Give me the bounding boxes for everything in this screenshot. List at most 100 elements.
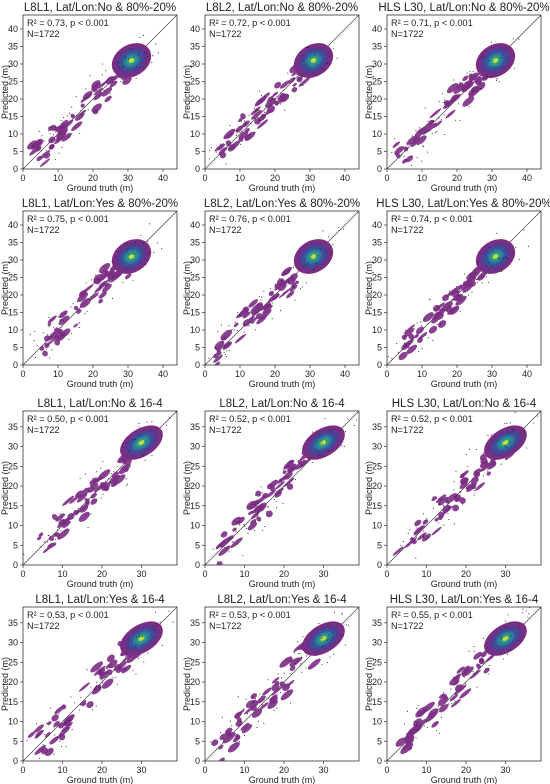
density-blob	[404, 735, 415, 744]
data-point	[117, 62, 119, 64]
data-point	[59, 319, 61, 321]
data-point	[249, 321, 251, 323]
density-blob	[452, 504, 460, 512]
density-blob	[27, 731, 36, 738]
data-point	[125, 243, 127, 245]
axes-frame	[204, 14, 360, 170]
data-point	[290, 268, 292, 270]
data-point	[469, 70, 471, 72]
y-tick-label: 0	[13, 360, 18, 370]
data-point	[492, 251, 494, 253]
data-point	[257, 109, 259, 111]
data-point	[301, 642, 303, 644]
data-point	[43, 140, 45, 142]
density-blob	[54, 339, 61, 346]
y-tick-label: 30	[372, 442, 382, 452]
data-point	[341, 612, 343, 614]
data-point	[445, 310, 447, 312]
data-point	[79, 322, 81, 324]
data-point	[432, 507, 435, 509]
data-point	[267, 507, 269, 509]
data-point	[247, 532, 249, 534]
data-point	[101, 679, 103, 681]
data-point	[423, 318, 425, 320]
data-point	[84, 473, 86, 475]
data-point	[294, 479, 297, 481]
density-blob	[414, 126, 427, 138]
data-point	[391, 357, 393, 359]
plot-area	[23, 607, 177, 761]
density-blob	[287, 463, 297, 473]
data-point	[261, 492, 263, 494]
data-point	[500, 636, 502, 638]
data-point	[328, 429, 330, 431]
data-point	[222, 340, 224, 342]
data-point	[101, 74, 103, 76]
data-point	[487, 282, 490, 284]
data-point	[499, 81, 501, 83]
data-point	[506, 458, 508, 460]
data-point	[275, 501, 277, 503]
data-point	[71, 728, 73, 730]
data-point	[273, 709, 275, 711]
data-point	[152, 55, 154, 57]
y-tick-label: 5	[13, 343, 18, 353]
data-point	[521, 639, 523, 641]
data-point	[302, 84, 304, 86]
data-point	[491, 440, 493, 442]
data-point	[29, 334, 31, 336]
data-point	[286, 658, 288, 660]
density-blob	[218, 146, 228, 155]
density-blob	[445, 100, 451, 106]
data-point	[94, 296, 96, 298]
y-tick-label: 20	[190, 481, 200, 491]
data-point	[442, 101, 444, 104]
data-point	[225, 356, 227, 358]
data-point	[429, 298, 431, 300]
x-tick-label: 30	[305, 173, 315, 183]
x-tick-label: 10	[53, 173, 63, 183]
data-point	[60, 513, 62, 515]
density-blob	[240, 722, 250, 731]
data-point	[92, 487, 94, 489]
data-point	[54, 734, 56, 736]
data-point	[403, 345, 405, 347]
data-point	[280, 103, 282, 105]
density-blob	[437, 320, 447, 328]
data-point	[415, 737, 417, 739]
x-tick-label: 30	[136, 569, 146, 579]
x-tick-label: 0	[202, 369, 207, 379]
data-point	[456, 686, 458, 688]
density-blob	[254, 118, 261, 125]
x-tick-label: 30	[318, 569, 328, 579]
density-blob	[51, 714, 59, 722]
density-blob	[55, 513, 65, 522]
data-point	[260, 296, 263, 298]
data-point	[47, 535, 49, 537]
data-point	[103, 89, 105, 91]
density-blob	[459, 481, 468, 490]
data-point	[138, 635, 140, 637]
density-blob	[116, 272, 122, 278]
data-point	[448, 502, 450, 504]
density-blob	[218, 545, 231, 556]
x-tick-label: 30	[487, 173, 497, 183]
data-point	[272, 98, 274, 100]
data-point	[459, 491, 461, 493]
data-point	[153, 252, 155, 254]
subplot-10: 0 10 20 30 0 5 10 15 20 25 30 35 Ground truth (m) Pre…	[0, 594, 178, 784]
density-blob	[227, 143, 237, 152]
data-point	[279, 310, 282, 312]
density-blob	[222, 731, 236, 744]
y-tick-label: 0	[195, 360, 200, 370]
data-point	[80, 697, 82, 699]
subplot-12: 0 10 20 30 0 5 10 15 20 25 30 35 Ground truth (m) Pre…	[364, 594, 542, 784]
data-point	[400, 544, 402, 547]
y-tick-label: 10	[8, 325, 18, 335]
data-point	[403, 342, 405, 344]
data-point	[496, 78, 498, 80]
density-blob	[82, 702, 87, 707]
subplot-title: HLS L30, Lat/Lon:No & 16-4	[392, 398, 537, 410]
density-blob	[53, 721, 60, 727]
data-point	[459, 82, 461, 84]
